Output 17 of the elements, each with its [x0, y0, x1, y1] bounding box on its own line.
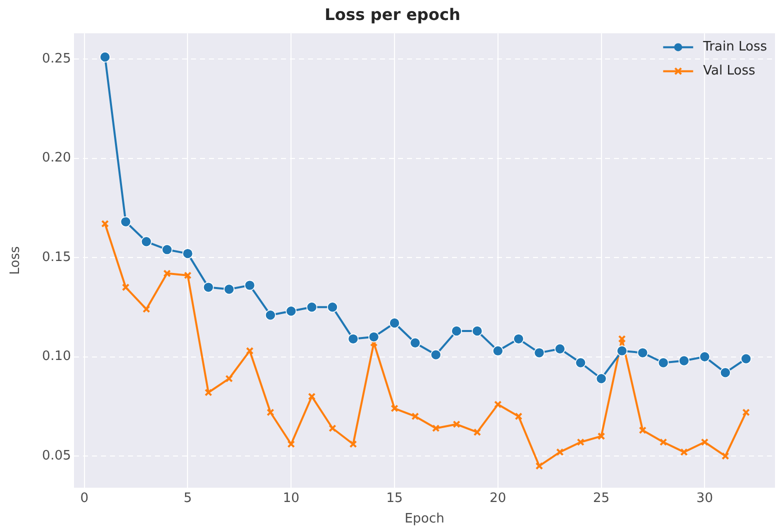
legend-label: Val Loss	[703, 64, 756, 79]
chart-title: Loss per epoch	[324, 4, 460, 24]
y-tick-label: 0.10	[42, 349, 71, 364]
x-tick-label: 25	[593, 490, 610, 506]
legend-label: Train Loss	[702, 40, 768, 55]
y-tick-label: 0.20	[42, 150, 71, 166]
x-tick-label: 20	[490, 490, 506, 506]
x-tick-label: 10	[282, 490, 300, 506]
y-tick-label: 0.05	[42, 448, 71, 464]
y-tick-label: 0.15	[42, 250, 71, 265]
y-axis-title: Loss	[8, 246, 24, 275]
x-axis-title: Epoch	[404, 512, 444, 527]
x-tick-label: 5	[184, 490, 192, 506]
x-tick-label: 0	[80, 490, 88, 506]
x-tick-label: 15	[386, 490, 403, 506]
x-tick-label: 30	[696, 490, 713, 506]
y-tick-label: 0.25	[42, 51, 71, 66]
